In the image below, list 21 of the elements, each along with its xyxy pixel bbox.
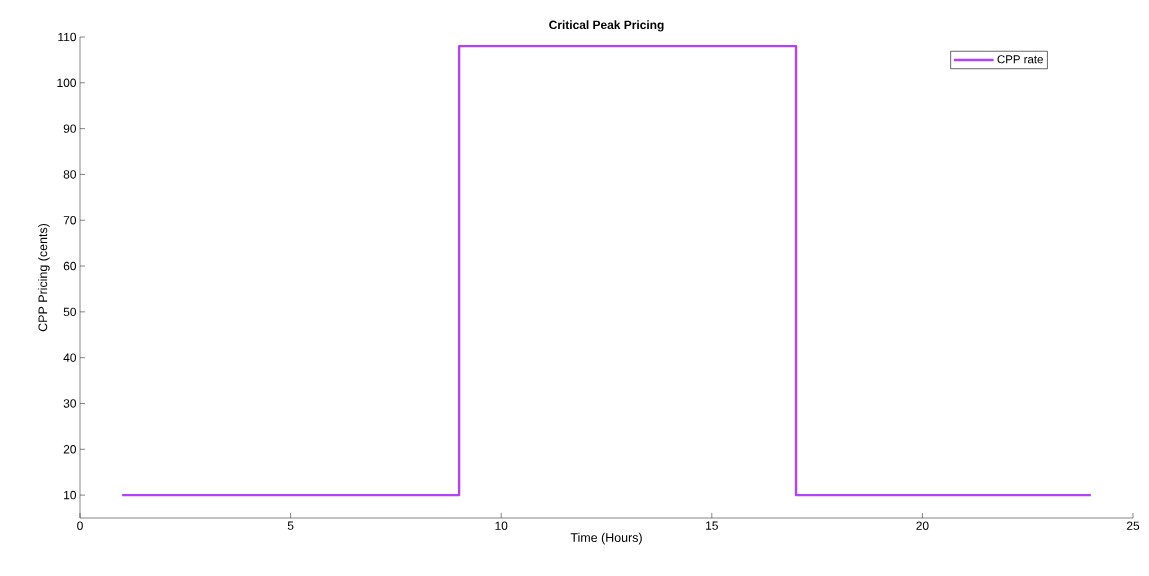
y-axis-title: CPP Pricing (cents) (38, 223, 50, 332)
y-tick-label: 10 (64, 490, 77, 500)
y-tick-label: 20 (63, 445, 77, 454)
y-tick-label: 30 (63, 399, 77, 408)
y-tick-label: 40 (63, 353, 77, 362)
chart-title: Critical Peak Pricing (549, 20, 664, 32)
y-tick-label: 80 (63, 170, 77, 179)
y-tick-label: 90 (63, 124, 77, 133)
x-tick-label: 5 (287, 521, 294, 530)
x-tick-label: 15 (706, 521, 718, 530)
y-tick-label: 100 (57, 78, 77, 88)
x-tick-label: 20 (916, 521, 929, 530)
x-tick-label: 10 (495, 521, 508, 530)
x-axis-title: Time (Hours) (570, 532, 642, 545)
y-tick-label: 110 (58, 32, 77, 42)
y-tick-label: 60 (63, 261, 77, 271)
x-tick-label: 25 (1126, 521, 1140, 530)
x-tick-label: 0 (77, 521, 83, 530)
y-tick-label: 70 (63, 216, 77, 225)
legend-label: CPP rate (997, 55, 1043, 64)
y-tick-label: 50 (63, 307, 77, 317)
